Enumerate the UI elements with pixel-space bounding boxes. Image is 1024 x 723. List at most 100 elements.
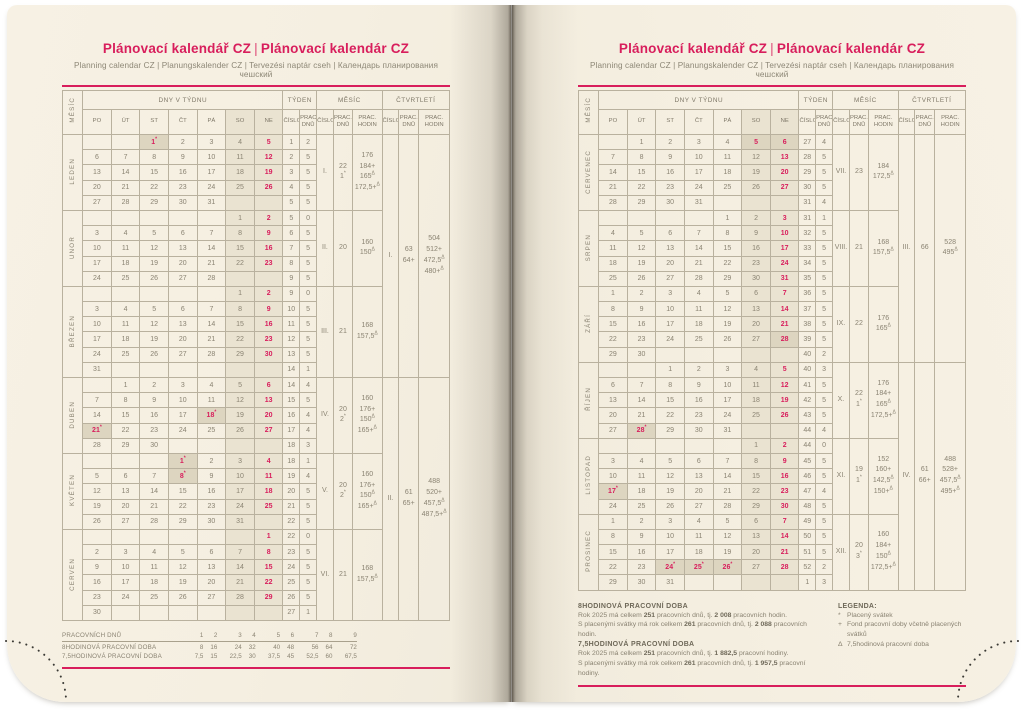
month-name-label: KVĚTEN [69,474,77,507]
day-cell [253,194,284,211]
week-row: ZÁŘÍ 1 2 3 4 5 6 7 36 5 IX. 22 176 165Δ [577,285,966,363]
day-cell: 24 [82,346,112,363]
day-cell: 6 [253,376,284,394]
day-cell: 3 [655,285,685,303]
day-cell: 4 [139,544,169,561]
week-workdays-cell: 5 [299,346,318,363]
day-cell: 25 [253,498,284,515]
day-cell: 16 [196,483,227,500]
week-number-cell: 15 [282,392,301,409]
day-cell [598,361,628,379]
week-number-cell: 18 [282,437,301,454]
day-cell: 25 [110,346,141,363]
day-cell: 7 [139,468,169,485]
value-cell: 56 [311,643,319,651]
week-workdays-cell: 2 [815,346,834,363]
week-workdays-cell: 4 [815,483,834,500]
day-cell: 27 [769,179,800,196]
week-number-cell: 49 [798,513,817,530]
day-cell: 31 [82,361,112,379]
week-number-cell: 12 [282,331,301,348]
day-cell [741,194,771,211]
day-cell: 16 [683,392,714,409]
day-cell: 25 [598,270,628,287]
day-cell: 11 [626,468,657,485]
day-cell: 13 [683,468,714,485]
week-row: 9 10 11 12 13 14 15 24 5 [63,559,450,576]
week-workdays-cell: 5 [815,285,834,303]
week-row: 21 22 23 24 25 26 27 30 5 [579,179,966,196]
week-row: 12 13 14 15 16 17 18 20 5 [63,483,450,500]
week-number-cell: 43 [798,407,817,424]
day-cell: 6 [110,468,141,485]
value-cell: 6 [280,630,295,642]
day-cell: 8* [167,468,198,485]
week-workdays-cell: 5 [299,194,318,211]
week-number-cell: 21 [282,498,301,515]
day-cell [769,422,800,439]
week-row: PROSINEC 1 2 3 4 5 6 7 49 5 XII. 20 3* 160 184+ 150Δ 172… [577,513,966,591]
day-cell: 19 [139,255,169,272]
week-number-cell: 9 [282,270,301,287]
day-cell: 20 [741,544,771,561]
day-cell: 27 [655,270,685,287]
day-cell: 5 [712,513,743,530]
day-cell: 14 [769,301,800,318]
value-cell: 9 [332,630,357,642]
week-workdays-cell: 3 [815,361,834,379]
day-cell: 20 [82,179,112,196]
day-cell: 30 [167,194,198,211]
day-cell: 3 [196,133,227,151]
legend: LEGENDA: * Placený svátek + Fond pracovní do… [838,602,966,679]
day-cell: 20 [683,483,714,500]
week-row: 15 16 17 18 19 20 21 51 5 [579,544,966,561]
day-cell: 18 [683,316,714,333]
calendar-table-second-half: MĚSÍC DNY V TÝDNU TÝDEN MĚSÍC ČTVRTLETÍ PO ÚT S… [577,90,967,591]
day-cell: 30 [82,604,112,622]
stat-column-header: ČÍSLO [897,109,916,135]
month-name-label: SRPEN [585,233,593,262]
week-workdays-cell: 5 [815,316,834,333]
day-cell [253,513,284,530]
month-number-cell: VII. [832,134,850,211]
month-column-header-label: MĚSÍC [69,97,77,123]
day-cell: 16 [253,240,284,257]
day-cell: 5 [769,361,800,379]
page-right: Plánovací kalendář CZ | Plánovací kalendár… [512,5,1016,702]
day-cell: 24 [196,179,227,196]
day-cell: 22 [253,574,284,591]
value-cell: 72 [349,643,357,651]
week-number-cell: 25 [282,574,301,591]
day-cell: 20 [110,498,141,515]
week-number-cell: 17 [282,422,301,439]
day-cell [82,452,112,470]
week-number-cell: 38 [798,316,817,333]
day-cell: 27 [196,589,227,606]
day-cell [82,285,112,303]
week-row: 7 8 9 10 11 12 13 15 5 [63,392,450,409]
day-column-header: ČT [167,109,198,135]
week-row: 24 25 26 27 28 9 5 [63,270,450,287]
day-cell: 22 [225,255,255,272]
day-cell: 29 [110,437,141,454]
day-cell: 17 [683,164,714,181]
day-cell: 10 [225,468,255,485]
day-cell [110,604,141,622]
value-cell: 32 [248,643,256,651]
day-cell: 6 [683,452,714,470]
day-cell: 9 [626,528,657,546]
stat-column-header: PRAC. DNŮ [299,109,318,135]
month-name-cell: ZÁŘÍ [577,285,600,363]
day-cell: 12 [139,240,169,257]
workdays-hours-matrix: PRACOVNÍCH DNŮ 1 2 3 4 5 6 7 8 9 8HODINOVÁ PRACOVN… [62,630,357,661]
day-cell: 8 [225,301,255,318]
month-number-cell: V. [316,452,334,530]
value-cell: 16 [210,643,218,651]
week-workdays-cell: 5 [815,179,834,196]
stat-column-header: PRAC. HODIN [868,109,899,135]
day-cell: 18 [225,164,255,181]
day-cell: 29 [167,513,198,530]
day-cell: 16 [167,164,198,181]
day-cell: 18 [253,483,284,500]
day-cell: 21 [196,331,227,348]
